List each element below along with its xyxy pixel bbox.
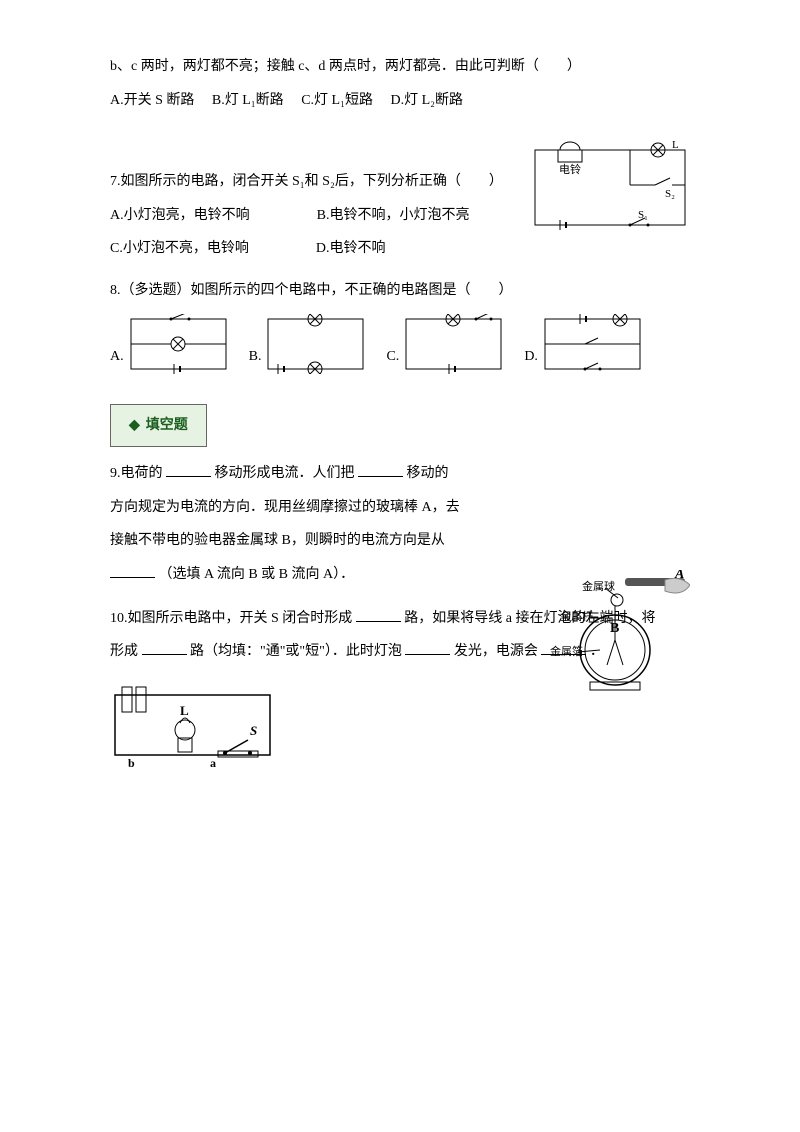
q8-label-b: B. (249, 340, 262, 374)
svg-text:金属杆: 金属杆 (560, 609, 593, 623)
svg-text:S₂: S₂ (665, 188, 675, 200)
svg-text:金属球: 金属球 (582, 579, 615, 593)
q7-opt-b: B.电铃不响，小灯泡不亮 (317, 208, 470, 223)
blank[interactable] (405, 641, 450, 655)
svg-text:电铃: 电铃 (559, 162, 581, 176)
q8-figures-row: A. B. C. (110, 314, 690, 374)
q8-label-c: C. (386, 340, 399, 374)
q9-t2: 移动形成电流．人们把 (211, 466, 358, 481)
q9-line3: 接触不带电的验电器金属球 B，则瞬时的电流方向是从 (110, 524, 690, 558)
q6-opt-c: C.灯 L₁短路 (301, 93, 373, 108)
q9-t6: （选填 A 流向 B 或 B 流向 A）． (159, 567, 355, 582)
q9-electroscope-figure: A 金属球 金属杆 金属箔 B (520, 570, 690, 700)
q9-line1: 9.电荷的 移动形成电流．人们把 移动的 (110, 457, 690, 491)
q6-opt-b: B.灯 L₁断路 (212, 93, 284, 108)
q8-circuit-a (126, 314, 231, 374)
q6-options: A.开关 S 断路 B.灯 L₁断路 C.灯 L₁短路 D.灯 L₂断路 (110, 84, 690, 118)
section-fill-header: ◆ 填空题 (110, 404, 207, 448)
q8-label-a: A. (110, 340, 124, 374)
q8-circuit-b (263, 314, 368, 374)
q9-t3: 移动的 (403, 466, 449, 481)
q7-circuit-figure: 电铃 L S₂ S₁ (530, 140, 690, 230)
svg-text:L: L (672, 140, 679, 151)
q6-opt-d: D.灯 L₂断路 (390, 93, 463, 108)
q7-opt-c: C.小灯泡不亮，电铃响 (110, 241, 249, 256)
svg-text:a: a (210, 756, 216, 770)
q8-circuit-c (401, 314, 506, 374)
svg-text:L: L (180, 703, 189, 718)
blank[interactable] (110, 564, 155, 578)
q10-t1: 10.如图所示电路中，开关 S 闭合时形成 (110, 611, 356, 626)
diamond-icon: ◆ (129, 418, 140, 433)
blank[interactable] (356, 608, 401, 622)
q7-opt-d: D.电铃不响 (316, 241, 386, 256)
svg-text:金属箔: 金属箔 (550, 644, 583, 658)
q9-t1: 9.电荷的 (110, 466, 166, 481)
svg-text:b: b (128, 756, 135, 770)
q10-circuit-figure: L S a b (110, 685, 280, 770)
q10-t4: 路（均填："通"或"短"）．此时灯泡 (187, 644, 406, 659)
q6-premise: b、c 两时，两灯都不亮；接触 c、d 两点时，两灯都亮．由此可判断（ ） (110, 50, 690, 84)
q6-opt-a: A.开关 S 断路 (110, 93, 194, 108)
svg-text:S₁: S₁ (638, 209, 648, 221)
q7-row2: C.小灯泡不亮，电铃响 D.电铃不响 (110, 232, 690, 266)
q7-opt-a: A.小灯泡亮，电铃不响 (110, 208, 250, 223)
svg-text:S: S (250, 723, 257, 738)
q10-t3: 形成 (110, 644, 142, 659)
q8-stem: 8.（多选题）如图所示的四个电路中，不正确的电路图是（ ） (110, 274, 690, 308)
section-fill-text: 填空题 (146, 418, 188, 433)
blank[interactable] (166, 463, 211, 477)
svg-text:B: B (610, 621, 619, 636)
q8-circuit-d (540, 314, 645, 374)
q9-line2: 方向规定为电流的方向．现用丝绸摩擦过的玻璃棒 A，去 (110, 491, 690, 525)
svg-text:A: A (674, 570, 684, 582)
blank[interactable] (142, 641, 187, 655)
q8-label-d: D. (524, 340, 538, 374)
blank[interactable] (358, 463, 403, 477)
